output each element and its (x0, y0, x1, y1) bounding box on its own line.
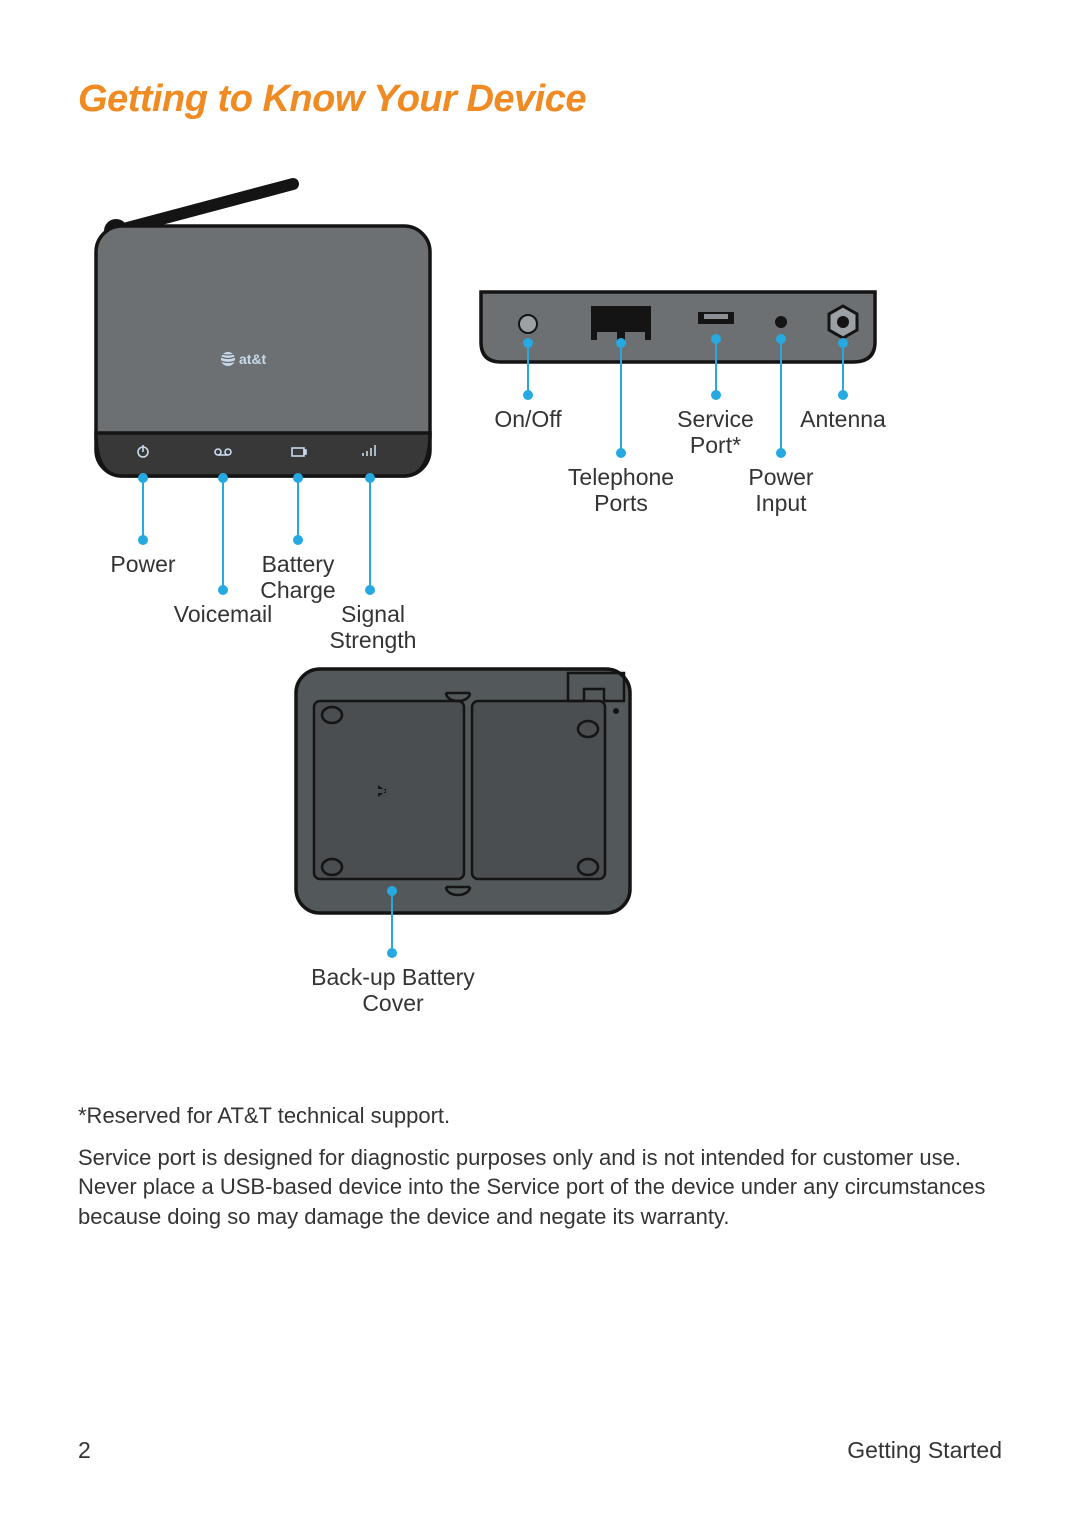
callout-dot (138, 535, 148, 545)
label-antenna: Antenna (788, 406, 898, 432)
callout-dot (523, 390, 533, 400)
callout-dot (711, 334, 721, 344)
callout-dot (838, 338, 848, 348)
section-name: Getting Started (847, 1437, 1002, 1464)
label-battery-cover: Back-up Battery Cover (293, 964, 493, 1017)
callout-dot (293, 535, 303, 545)
callout-dot (387, 886, 397, 896)
callout-line (842, 343, 844, 395)
callout-dot (711, 390, 721, 400)
label-power-input: Power Input (736, 464, 826, 517)
callout-dot (776, 334, 786, 344)
callout-dot (838, 390, 848, 400)
device-front-view: at&t (78, 171, 448, 491)
label-power: Power (93, 551, 193, 577)
footnote-service: Service port is designed for diagnostic … (78, 1143, 1002, 1232)
callout-dot (365, 473, 375, 483)
brand-text: at&t (239, 351, 267, 367)
label-onoff: On/Off (483, 406, 573, 432)
label-telephone: Telephone Ports (556, 464, 686, 517)
callout-line (527, 343, 529, 395)
callout-line (391, 891, 393, 953)
page-title: Getting to Know Your Device (78, 78, 1002, 121)
callout-line (222, 478, 224, 590)
callout-dot (218, 585, 228, 595)
label-service: Service Port* (663, 406, 768, 459)
device-rear-view (473, 284, 883, 374)
page-number: 2 (78, 1437, 91, 1464)
callout-line (297, 478, 299, 540)
callout-line (369, 478, 371, 590)
diagram-area: at&t Power Voicemail Battery Charge Sign… (78, 171, 1002, 1041)
callout-line (620, 343, 622, 453)
callout-dot (523, 338, 533, 348)
label-voicemail: Voicemail (163, 601, 283, 627)
label-battery: Battery Charge (248, 551, 348, 604)
callout-dot (387, 948, 397, 958)
callout-line (715, 339, 717, 395)
label-signal: Signal Strength (313, 601, 433, 654)
callout-dot (138, 473, 148, 483)
callout-dot (365, 585, 375, 595)
callout-dot (218, 473, 228, 483)
page-footer: 2 Getting Started (78, 1437, 1002, 1464)
callout-line (780, 339, 782, 453)
callout-dot (293, 473, 303, 483)
footnote-reserved: *Reserved for AT&T technical support. (78, 1101, 1002, 1131)
callout-dot (776, 448, 786, 458)
callout-dot (616, 338, 626, 348)
callout-line (142, 478, 144, 540)
device-bottom-view (288, 661, 638, 921)
callout-dot (616, 448, 626, 458)
